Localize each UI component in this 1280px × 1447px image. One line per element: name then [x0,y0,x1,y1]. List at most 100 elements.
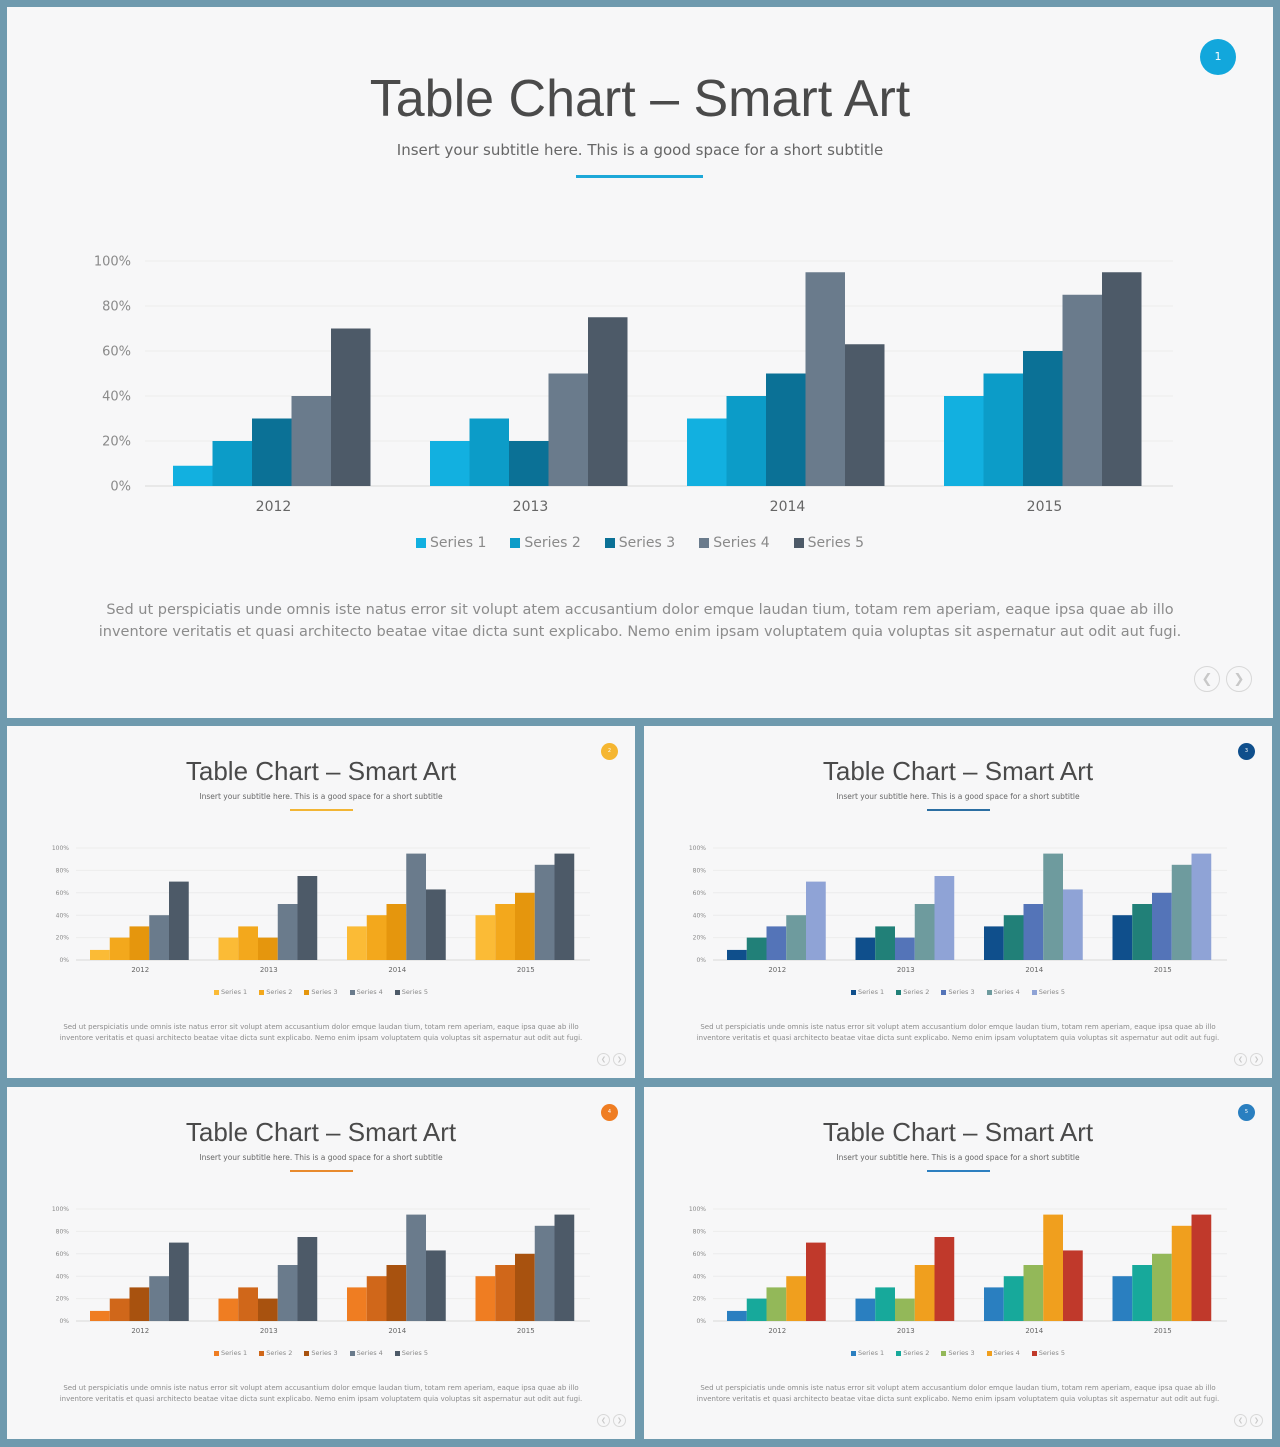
body-text: Sed ut perspiciatis unde omnis iste natu… [59,1384,583,1403]
x-category-label: 2013 [260,966,278,974]
legend-item: Series 4 [349,1349,383,1357]
y-tick-label: 20% [56,1296,70,1303]
bar-series-5-2014 [426,889,446,960]
next-button[interactable]: ❯ [1250,1053,1263,1066]
y-tick-label: 60% [693,890,707,897]
x-category-label: 2014 [1025,966,1043,974]
next-button[interactable]: ❯ [1226,666,1252,692]
bar-series-5-2012 [331,328,371,486]
y-tick-label: 100% [689,845,706,852]
y-tick-label: 0% [110,480,131,495]
legend-item: Series 3 [941,988,975,996]
bar-series-3-2015 [515,892,535,960]
bar-chart: 0% 20% 40% 60% 80% 100% 2012 2013 2014 2015 [52,845,590,974]
bar-series-3-2013 [895,1298,915,1321]
bar-series-1-2013 [218,937,239,960]
bar-series-3-2014 [1023,1265,1044,1321]
chevron-left-icon: ❮ [1237,1056,1244,1063]
bar-series-3-2014 [766,373,806,486]
next-button[interactable]: ❯ [613,1053,626,1066]
bar-series-1-2014 [984,926,1004,960]
bar-series-1-2014 [687,418,727,486]
legend-label: Series 3 [618,535,676,551]
legend-item: Series 2 [896,988,929,996]
legend-label: Series 2 [903,988,930,996]
bar-series-4-2013 [277,904,298,960]
bar-series-3-2012 [252,418,292,486]
y-tick-label: 40% [693,1273,707,1280]
legend-label: Series 4 [713,535,770,551]
chevron-right-icon: ❯ [616,1417,623,1424]
prev-button[interactable]: ❮ [1194,666,1220,692]
next-button[interactable]: ❯ [613,1414,626,1427]
legend-label: Series 5 [401,988,428,996]
legend-item: Series 4 [986,988,1020,996]
bar-series-3-2013 [258,937,278,960]
legend-item: Series 2 [896,1349,929,1357]
legend-swatch [304,989,310,995]
chart-legend: Series 1 Series 2 Series 3 Series 4 Series 5 [644,1349,1272,1357]
slide-nav: ❮ ❯ [1234,1414,1263,1427]
legend-swatch [941,1350,947,1356]
y-tick-label: 100% [52,1206,69,1213]
y-tick-label: 80% [693,868,707,875]
bar-series-4-2012 [149,915,169,960]
bar-series-2-2013 [469,418,509,486]
y-tick-label: 20% [693,935,707,942]
chevron-left-icon: ❮ [1201,671,1213,687]
legend-swatch [896,1350,902,1356]
prev-button[interactable]: ❮ [1234,1053,1247,1066]
y-tick-label: 60% [56,890,70,897]
legend-swatch [349,989,355,995]
legend-item: Series 5 [1031,1349,1065,1357]
legend-label: Series 4 [356,1349,383,1357]
legend-item: Series 5 [793,535,864,551]
legend-item: Series 4 [349,988,383,996]
slide-4: Table Chart – Smart Art Insert your subt… [7,1087,635,1439]
next-button[interactable]: ❯ [1250,1414,1263,1427]
bar-series-5-2014 [1063,1250,1083,1321]
bar-series-4-2014 [805,272,845,486]
legend-swatch [850,1350,856,1356]
slide-number-badge: 5 [1238,1104,1255,1121]
prev-button[interactable]: ❮ [597,1053,610,1066]
bar-chart: 0% 20% 40% 60% 80% 100% 2012 2013 2014 2015 [689,1206,1227,1335]
x-category-label: 2015 [1027,499,1063,515]
bar-series-1-2012 [90,1310,110,1321]
bar-series-3-2014 [386,1265,407,1321]
y-tick-label: 0% [696,1318,706,1325]
accent-line [927,809,990,811]
bar-series-1-2015 [475,1276,496,1321]
bar-series-4-2015 [534,864,555,960]
prev-button[interactable]: ❮ [1234,1414,1247,1427]
y-tick-label: 100% [52,845,69,852]
legend-item: Series 3 [304,1349,338,1357]
y-tick-label: 80% [56,868,70,875]
chevron-right-icon: ❯ [616,1056,623,1063]
chevron-left-icon: ❮ [1237,1417,1244,1424]
bar-chart: 0% 20% 40% 60% 80% 100% 2012 2013 2014 2015 [52,1206,590,1335]
legend-swatch [986,1350,992,1356]
bar-series-1-2013 [218,1298,239,1321]
legend-swatch [349,1350,355,1356]
bar-series-5-2013 [934,1237,955,1321]
legend-swatch [510,538,521,548]
legend-swatch [394,989,400,995]
bar-series-2-2013 [875,1287,895,1321]
bar-series-4-2015 [1171,864,1192,960]
x-category-label: 2012 [256,499,292,515]
y-tick-label: 0% [696,957,706,964]
x-category-label: 2015 [1154,966,1172,974]
bar-series-1-2015 [475,915,496,960]
legend-swatch [213,1350,219,1356]
prev-button[interactable]: ❮ [597,1414,610,1427]
x-category-label: 2015 [517,1327,535,1335]
slide-nav: ❮ ❯ [1194,666,1252,692]
bar-series-1-2015 [1112,1276,1133,1321]
legend-swatch [304,1350,310,1356]
slide-subtitle: Insert your subtitle here. This is a goo… [396,141,884,159]
body-text: Sed ut perspiciatis unde omnis iste natu… [59,1023,583,1042]
slide-2: Table Chart – Smart Art Insert your subt… [7,726,635,1078]
slide-subtitle: Insert your subtitle here. This is a goo… [199,1153,443,1162]
x-category-label: 2012 [768,966,786,974]
